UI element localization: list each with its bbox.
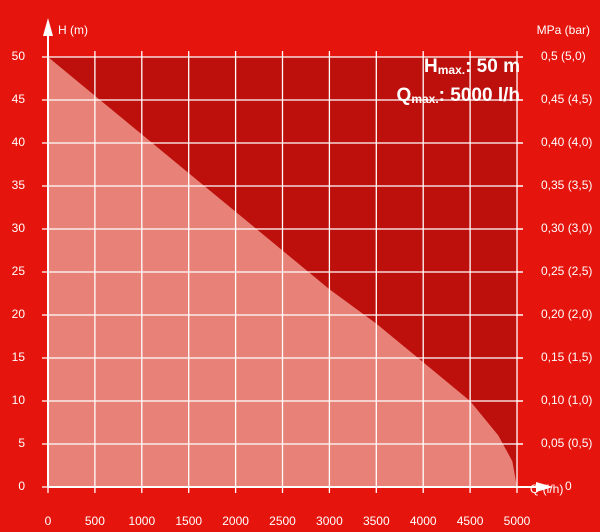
y-tick-label: 5 <box>18 436 25 450</box>
y-arrow <box>43 18 53 36</box>
y-axis-label: H (m) <box>58 23 88 37</box>
x-tick-label: 500 <box>85 514 105 528</box>
y2-tick-label: 0,20 (2,0) <box>541 307 592 321</box>
y-tick-label: 15 <box>12 350 26 364</box>
y2-tick-label: 0,5 (5,0) <box>541 49 586 63</box>
x-tick-label: 1000 <box>128 514 155 528</box>
y2-tick-label: 0,45 (4,5) <box>541 92 592 106</box>
x-tick-label: 4000 <box>410 514 437 528</box>
y2-tick-label: 0,15 (1,5) <box>541 350 592 364</box>
y-tick-label: 10 <box>12 393 26 407</box>
y2-axis-label: MPa (bar) <box>537 23 590 37</box>
x-tick-label: 4500 <box>457 514 484 528</box>
annotation-sub: max. <box>438 63 465 77</box>
y2-tick-label: 0,10 (1,0) <box>541 393 592 407</box>
y2-tick-label: 0,25 (2,5) <box>541 264 592 278</box>
annotation-rest: : 5000 l/h <box>439 85 520 106</box>
x-tick-label: 2000 <box>222 514 249 528</box>
y2-tick-label: 0,40 (4,0) <box>541 135 592 149</box>
annotation: Qmax.: 5000 l/h <box>397 85 520 106</box>
x-tick-label: 5000 <box>504 514 531 528</box>
annotation-main: Q <box>397 85 412 106</box>
x-tick-label: 2500 <box>269 514 296 528</box>
y2-tick-label: 0,30 (3,0) <box>541 221 592 235</box>
y-tick-label: 35 <box>12 178 26 192</box>
y-tick-label: 25 <box>12 264 26 278</box>
y-tick-label: 40 <box>12 135 26 149</box>
annotation: Hmax.: 50 m <box>424 56 520 77</box>
x-tick-label: 3500 <box>363 514 390 528</box>
y-tick-label: 20 <box>12 307 26 321</box>
y2-tick-label: 0,35 (3,5) <box>541 178 592 192</box>
y-tick-label: 50 <box>12 49 26 63</box>
annotation-sub: max. <box>411 92 438 106</box>
annotation-main: H <box>424 56 438 77</box>
annotation-rest: : 50 m <box>465 56 520 77</box>
y-tick-label: 0 <box>18 479 25 493</box>
y2-tick-label: 0 <box>565 479 572 493</box>
x-arrow <box>536 482 553 492</box>
x-axis-label: Q (l/h) <box>530 482 563 496</box>
y2-tick-label: 0,05 (0,5) <box>541 436 592 450</box>
x-tick-label: 0 <box>45 514 52 528</box>
x-tick-label: 1500 <box>175 514 202 528</box>
x-tick-label: 3000 <box>316 514 343 528</box>
y-tick-label: 30 <box>12 221 26 235</box>
y-tick-label: 45 <box>12 92 26 106</box>
